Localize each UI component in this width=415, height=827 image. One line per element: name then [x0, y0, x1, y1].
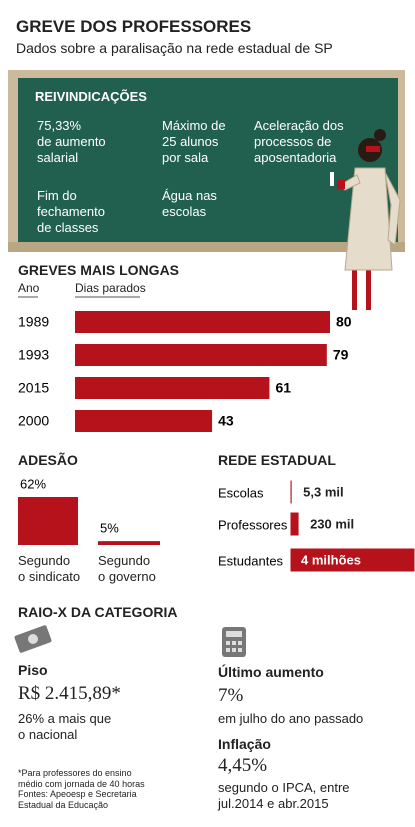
category-label: Professores: [218, 517, 288, 532]
bar: [18, 497, 78, 545]
bar: [75, 377, 270, 399]
bar: [98, 541, 160, 545]
value-label: 4 milhões: [301, 552, 361, 567]
stat-value: 7%: [218, 685, 244, 706]
value-label: 80: [336, 314, 352, 330]
category-label: 1993: [18, 347, 49, 363]
board-ledge: [8, 242, 405, 252]
chart-title: GREVES MAIS LONGAS: [18, 262, 180, 278]
value-label: 230 mil: [310, 516, 354, 531]
demand: 75,33% de aumento salarial: [37, 118, 106, 165]
demand: Água nas escolas: [162, 188, 217, 219]
stat-value: 4,45%: [218, 755, 268, 776]
money-icon: [14, 625, 52, 653]
axis-label: Ano: [18, 281, 40, 295]
stat-label: Último aumento: [218, 664, 324, 680]
demand: Fim do fechamento de classes: [37, 188, 105, 235]
bar: [75, 344, 327, 366]
subtitle: Dados sobre a paralisação na rede estadu…: [16, 40, 333, 56]
stat-label: Inflação: [218, 736, 271, 752]
chart-title: REDE ESTADUAL: [218, 452, 336, 468]
category-label: Escolas: [218, 485, 264, 500]
stat-value: R$ 2.415,89*: [18, 683, 121, 704]
stat-note: em julho do ano passado: [218, 711, 364, 726]
title: GREVE DOS PROFESSORES: [16, 17, 252, 36]
value-label: 79: [333, 347, 349, 363]
bar: [290, 548, 415, 572]
demand: Aceleração dos processos de aposentadori…: [254, 118, 344, 165]
board-title: REIVINDICAÇÕES: [35, 89, 147, 104]
value-label: 5,3 mil: [303, 484, 343, 499]
category-label: Estudantes: [218, 553, 284, 568]
category-label: Segundo o governo: [98, 553, 156, 584]
value-label: 61: [275, 380, 291, 396]
category-label: 2000: [18, 413, 49, 429]
stat-note: segundo o IPCA, entre jul.2014 e abr.201…: [218, 780, 350, 811]
axis-label: Dias parados: [75, 281, 146, 295]
demand: Máximo de 25 alunos por sala: [162, 118, 226, 165]
category-label: Segundo o sindicato: [18, 553, 81, 584]
bar: [290, 512, 299, 536]
category-label: 2015: [18, 380, 49, 396]
bar: [75, 410, 213, 432]
value-label: 5%: [100, 521, 119, 536]
calculator-icon: [222, 627, 246, 657]
value-label: 62%: [20, 476, 46, 491]
blackboard: [18, 78, 398, 242]
stat-label: Piso: [18, 662, 48, 678]
value-label: 43: [218, 413, 234, 429]
stat-note: 26% a mais que o nacional: [18, 711, 112, 742]
category-label: 1989: [18, 314, 49, 330]
section-title: RAIO-X DA CATEGORIA: [18, 604, 178, 620]
chart-title: ADESÃO: [18, 452, 78, 468]
footnote: *Para professores do ensino médio com jo…: [18, 768, 145, 810]
teacher-figure: [330, 129, 401, 310]
bar: [75, 311, 330, 333]
